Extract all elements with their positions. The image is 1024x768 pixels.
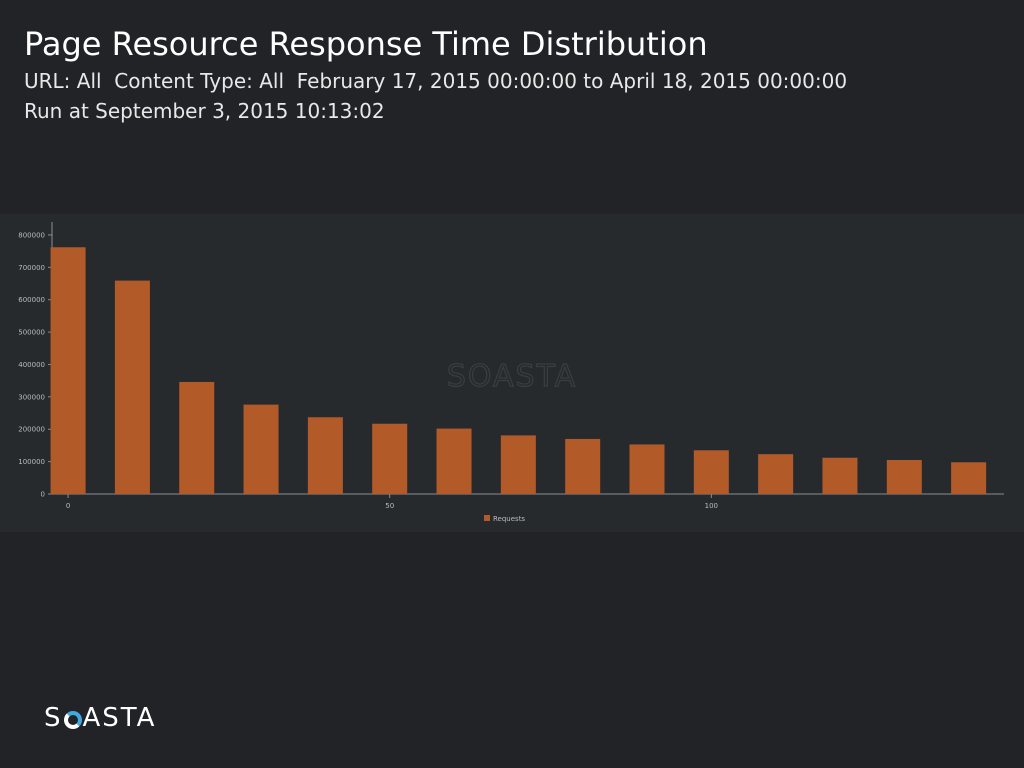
page-title: Page Resource Response Time Distribution [24, 25, 708, 63]
y-tick-label: 300000 [18, 393, 45, 401]
legend-swatch [484, 515, 490, 521]
run-timestamp: Run at September 3, 2015 10:13:02 [24, 99, 385, 123]
bar [951, 462, 987, 494]
bar-chart: SOASTA 0 100000 200000 300000 400000 500000 600… [18, 222, 1004, 523]
y-tick-label: 700000 [18, 264, 45, 272]
logo-ring-icon [63, 711, 82, 729]
bar [436, 428, 472, 494]
x-tick-label: 100 [705, 502, 718, 510]
y-tick-label: 500000 [18, 329, 45, 337]
y-tick-label: 200000 [18, 426, 45, 434]
bar [114, 280, 150, 494]
bar [500, 435, 536, 494]
bar [886, 460, 922, 494]
legend-label: Requests [493, 515, 525, 523]
bar [758, 454, 794, 494]
chart-watermark: SOASTA [447, 359, 577, 394]
bar [629, 444, 665, 494]
bar [50, 247, 86, 494]
y-tick-label: 0 [41, 491, 45, 499]
y-tick-label: 600000 [18, 296, 45, 304]
chart-panel: SOASTA 0 100000 200000 300000 400000 500000 600… [0, 214, 1024, 532]
bar [565, 438, 601, 494]
bar [693, 450, 729, 494]
y-tick-label: 100000 [18, 458, 45, 466]
report-filters: URL: All Content Type: All February 17, … [24, 69, 848, 93]
report-header: Page Resource Response Time Distribution… [24, 24, 847, 126]
bar [243, 404, 279, 494]
bar [822, 457, 858, 494]
bar [307, 417, 343, 494]
soasta-logo: S ASTA [44, 703, 156, 733]
bar [372, 423, 408, 494]
bar [179, 381, 215, 494]
x-tick-label: 0 [66, 502, 70, 510]
logo-text-end: ASTA [82, 703, 157, 733]
y-tick-label: 400000 [18, 361, 45, 369]
logo-text-start: S [44, 703, 63, 733]
x-tick-label: 50 [385, 502, 394, 510]
y-tick-label: 800000 [18, 231, 45, 239]
